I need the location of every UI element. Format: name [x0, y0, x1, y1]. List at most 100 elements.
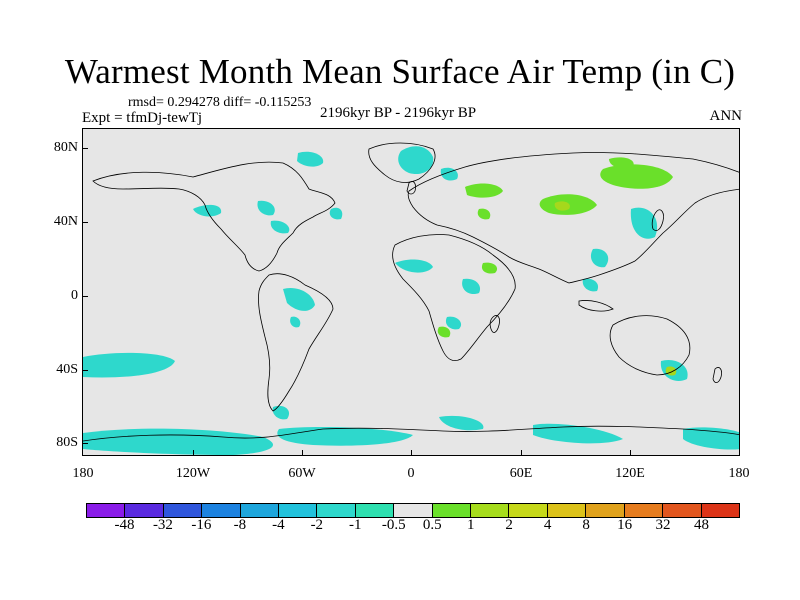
central-africa-cool-patch [445, 316, 462, 330]
indonesia-coast [578, 300, 614, 312]
arctic-canada-cool-patch [297, 151, 324, 167]
colorbar-label: 4 [543, 517, 552, 533]
lon-label-60e: 60E [509, 466, 533, 481]
lat-tick [82, 443, 88, 444]
season-label: ANN [709, 108, 743, 124]
lon-label-180e: 180 [728, 466, 750, 481]
antarctica-cool-band-mid [277, 427, 413, 446]
colorbar-label: -1 [349, 517, 362, 533]
lat-label-40n: 40N [53, 214, 78, 229]
cool-anomaly-patches [83, 146, 739, 455]
experiment-label: Expt = tfmDj-tewTj [82, 110, 203, 126]
colorbar-swatch [87, 504, 126, 517]
warmer-anomaly-patches [554, 201, 677, 376]
lon-label-60w: 60W [288, 466, 316, 481]
antarctica-cool-band-east [683, 427, 739, 450]
eurasia-coast [407, 152, 739, 284]
lat-tick [82, 296, 88, 297]
lon-tick [411, 450, 412, 456]
canada-cool-patch [257, 200, 275, 216]
siberia-warm-patch [600, 164, 673, 189]
colorbar-label: 2 [505, 517, 513, 533]
colorbar-swatch [586, 504, 625, 517]
colorbar-swatch [394, 504, 433, 517]
colorbar-swatch [509, 504, 548, 517]
new-zealand-coast [712, 367, 722, 383]
colorbar-label: -32 [152, 517, 173, 533]
lon-tick [630, 450, 631, 456]
lon-label-180w: 180 [72, 466, 94, 481]
colorbar-swatch [432, 504, 472, 517]
south-america-cool-patch [283, 287, 315, 311]
map-title: Warmest Month Mean Surface Air Temp (in … [64, 52, 736, 91]
asia-cool-patch [630, 207, 658, 239]
lat-label-80s: 80S [56, 435, 78, 450]
west-asia-warm-patch [465, 183, 503, 198]
colorbar-swatch [355, 504, 395, 517]
asia-warmer-patch [554, 201, 570, 211]
colorbar-label: -8 [233, 517, 247, 533]
southern-pacific-cool-patch [83, 352, 175, 378]
greenland-cool-patch [398, 146, 434, 175]
east-asia-cool-patch [590, 248, 609, 268]
colorbar-label: 48 [694, 517, 710, 533]
colorbar-label: -48 [114, 517, 135, 533]
lat-tick [82, 148, 88, 149]
colorbar-label: 0.5 [422, 517, 442, 533]
colorbar-swatch [240, 504, 280, 517]
lon-label-120w: 120W [175, 466, 211, 481]
lat-label-80n: 80N [53, 140, 78, 155]
colorbar-label: -0.5 [381, 517, 406, 533]
map-panel [82, 128, 740, 456]
colorbar [86, 503, 740, 518]
america-cool-patch [270, 220, 290, 234]
period-label: 2196kyr BP - 2196kyr BP [320, 105, 477, 121]
stats-text: rmsd= 0.294278 diff= -0.115253 [128, 95, 312, 110]
lon-tick [193, 450, 194, 456]
southeast-asia-cool-patch [582, 278, 599, 292]
southern-ocean-cool-patch-2 [439, 415, 484, 431]
lon-tick [302, 450, 303, 456]
lat-label-40s: 40S [56, 362, 78, 377]
world-map [83, 142, 739, 455]
colorbar-label: -4 [272, 517, 285, 533]
japan-coast [651, 209, 664, 231]
colorbar-swatch [125, 504, 164, 517]
south-america-coast [258, 273, 334, 412]
africa-cool-patch [462, 278, 481, 295]
lon-tick [521, 450, 522, 456]
colorbar-swatch [317, 504, 356, 517]
colorbar-swatch [163, 504, 203, 517]
colorbar-label: 32 [655, 517, 671, 533]
sahara-warm-patch [481, 262, 498, 274]
colorbar-swatch [547, 504, 587, 517]
africa-coast [392, 234, 516, 361]
sahara-cool-patch [395, 259, 433, 273]
colorbar-swatch [471, 504, 510, 517]
europe-warm-patch [477, 208, 491, 220]
antarctica-cool-band-west [83, 428, 273, 455]
lat-tick [82, 370, 88, 371]
siberia-north-warm-patch [609, 157, 634, 169]
lat-tick [82, 222, 88, 223]
greenland-coast [368, 142, 436, 183]
colorbar-label: 1 [466, 517, 475, 533]
australia-coast [609, 315, 691, 376]
colorbar-label: 16 [617, 517, 633, 533]
lat-label-equator: 0 [71, 288, 78, 303]
north-america-coast [92, 161, 336, 272]
colorbar-swatch [202, 504, 241, 517]
antarctica-coast [83, 425, 739, 442]
southern-ocean-cool-patch-1 [272, 405, 290, 420]
madagascar-coast [489, 315, 500, 333]
uk-coast [406, 181, 416, 195]
brazil-cool-patch [290, 316, 301, 328]
colorbar-label: 8 [582, 517, 590, 533]
south-africa-warm-patch [437, 326, 451, 338]
atlantic-cool-patch [329, 207, 343, 220]
lon-label-0: 0 [407, 466, 415, 481]
colorbar-label: -2 [310, 517, 324, 533]
colorbar-swatch [701, 504, 739, 517]
colorbar-label: -16 [191, 517, 212, 533]
lon-label-120e: 120E [615, 466, 645, 481]
